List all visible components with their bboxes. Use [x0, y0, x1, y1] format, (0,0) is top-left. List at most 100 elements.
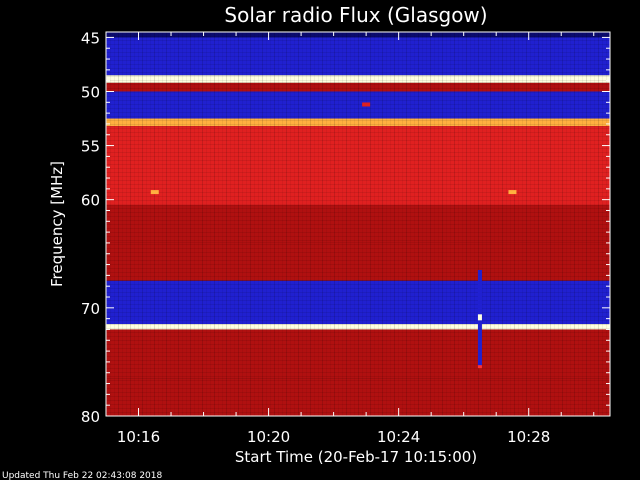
texture-stripe — [430, 32, 431, 416]
texture-stripe — [122, 32, 123, 416]
texture-stripe — [458, 32, 459, 416]
texture-line — [106, 316, 610, 317]
texture-line — [106, 408, 610, 409]
texture-line — [106, 344, 610, 345]
texture-stripe — [518, 32, 519, 416]
texture-line — [106, 332, 610, 333]
texture-stripe — [182, 32, 183, 416]
texture-stripe — [234, 32, 235, 416]
frequency-band — [106, 280, 610, 325]
texture-stripe — [574, 32, 575, 416]
texture-line — [106, 188, 610, 189]
texture-stripe — [134, 32, 135, 416]
y-axis-label: Frequency [MHz] — [48, 161, 66, 287]
texture-stripe — [478, 32, 479, 416]
texture-stripe — [138, 32, 139, 416]
texture-stripe — [266, 32, 267, 416]
texture-line — [106, 196, 610, 197]
updated-timestamp: Updated Thu Feb 22 02:43:08 2018 — [2, 471, 163, 480]
texture-line — [106, 140, 610, 141]
texture-line — [106, 364, 610, 365]
texture-stripe — [258, 32, 259, 416]
texture-stripe — [566, 32, 567, 416]
texture-stripe — [326, 32, 327, 416]
texture-stripe — [334, 32, 335, 416]
texture-line — [106, 380, 610, 381]
texture-stripe — [366, 32, 367, 416]
texture-line — [106, 180, 610, 181]
texture-stripe — [242, 32, 243, 416]
texture-stripe — [166, 32, 167, 416]
y-tick-label: 70 — [81, 300, 100, 318]
texture-line — [106, 252, 610, 253]
texture-stripe — [238, 32, 239, 416]
texture-line — [106, 148, 610, 149]
burst-spot — [508, 190, 517, 195]
texture-line — [106, 292, 610, 293]
texture-line — [106, 336, 610, 337]
texture-stripe — [510, 32, 511, 416]
texture-line — [106, 172, 610, 173]
texture-stripe — [570, 32, 571, 416]
texture-line — [106, 412, 610, 413]
texture-line — [106, 160, 610, 161]
texture-stripe — [162, 32, 163, 416]
frequency-band — [106, 205, 610, 243]
burst-tail — [477, 365, 482, 369]
texture-stripe — [278, 32, 279, 416]
texture-stripe — [490, 32, 491, 416]
texture-stripe — [442, 32, 443, 416]
plot-frame — [105, 31, 611, 417]
texture-stripe — [350, 32, 351, 416]
texture-stripe — [546, 32, 547, 416]
texture-line — [106, 264, 610, 265]
texture-line — [106, 36, 610, 37]
burst-spot — [150, 190, 159, 195]
texture-line — [106, 256, 610, 257]
texture-stripe — [398, 32, 399, 416]
texture-line — [106, 304, 610, 305]
texture-line — [106, 44, 610, 45]
texture-line — [106, 216, 610, 217]
y-tick-label: 55 — [81, 138, 100, 156]
texture-stripe — [110, 32, 111, 416]
texture-line — [106, 120, 610, 121]
texture-stripe — [402, 32, 403, 416]
texture-line — [106, 56, 610, 57]
texture-stripe — [250, 32, 251, 416]
texture-line — [106, 284, 610, 285]
texture-line — [106, 176, 610, 177]
texture-line — [106, 288, 610, 289]
texture-line — [106, 404, 610, 405]
texture-stripe — [586, 32, 587, 416]
texture-line — [106, 128, 610, 129]
texture-stripe — [306, 32, 307, 416]
texture-stripe — [558, 32, 559, 416]
texture-stripe — [578, 32, 579, 416]
texture-stripe — [450, 32, 451, 416]
texture-line — [106, 352, 610, 353]
texture-line — [106, 40, 610, 41]
texture-stripe — [294, 32, 295, 416]
texture-stripe — [150, 32, 151, 416]
texture-line — [106, 204, 610, 205]
frequency-band — [106, 329, 610, 379]
texture-line — [106, 388, 610, 389]
texture-stripe — [346, 32, 347, 416]
texture-stripe — [146, 32, 147, 416]
texture-stripe — [530, 32, 531, 416]
texture-line — [106, 60, 610, 61]
texture-stripe — [582, 32, 583, 416]
texture-stripe — [174, 32, 175, 416]
texture-line — [106, 200, 610, 201]
texture-line — [106, 228, 610, 229]
texture-stripe — [526, 32, 527, 416]
texture-stripe — [562, 32, 563, 416]
frequency-band — [106, 82, 610, 92]
texture-line — [106, 348, 610, 349]
texture-line — [106, 396, 610, 397]
texture-line — [106, 48, 610, 49]
texture-line — [106, 360, 610, 361]
texture-stripe — [382, 32, 383, 416]
